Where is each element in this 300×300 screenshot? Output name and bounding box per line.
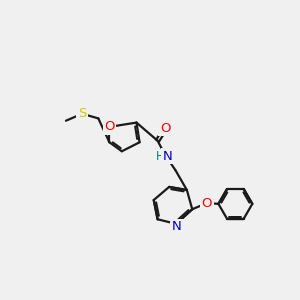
Text: N: N xyxy=(163,150,172,163)
Text: O: O xyxy=(160,122,171,135)
Text: O: O xyxy=(202,196,212,210)
Text: O: O xyxy=(104,120,115,134)
Text: H: H xyxy=(156,150,165,164)
Text: S: S xyxy=(78,107,86,120)
Text: N: N xyxy=(172,220,182,233)
